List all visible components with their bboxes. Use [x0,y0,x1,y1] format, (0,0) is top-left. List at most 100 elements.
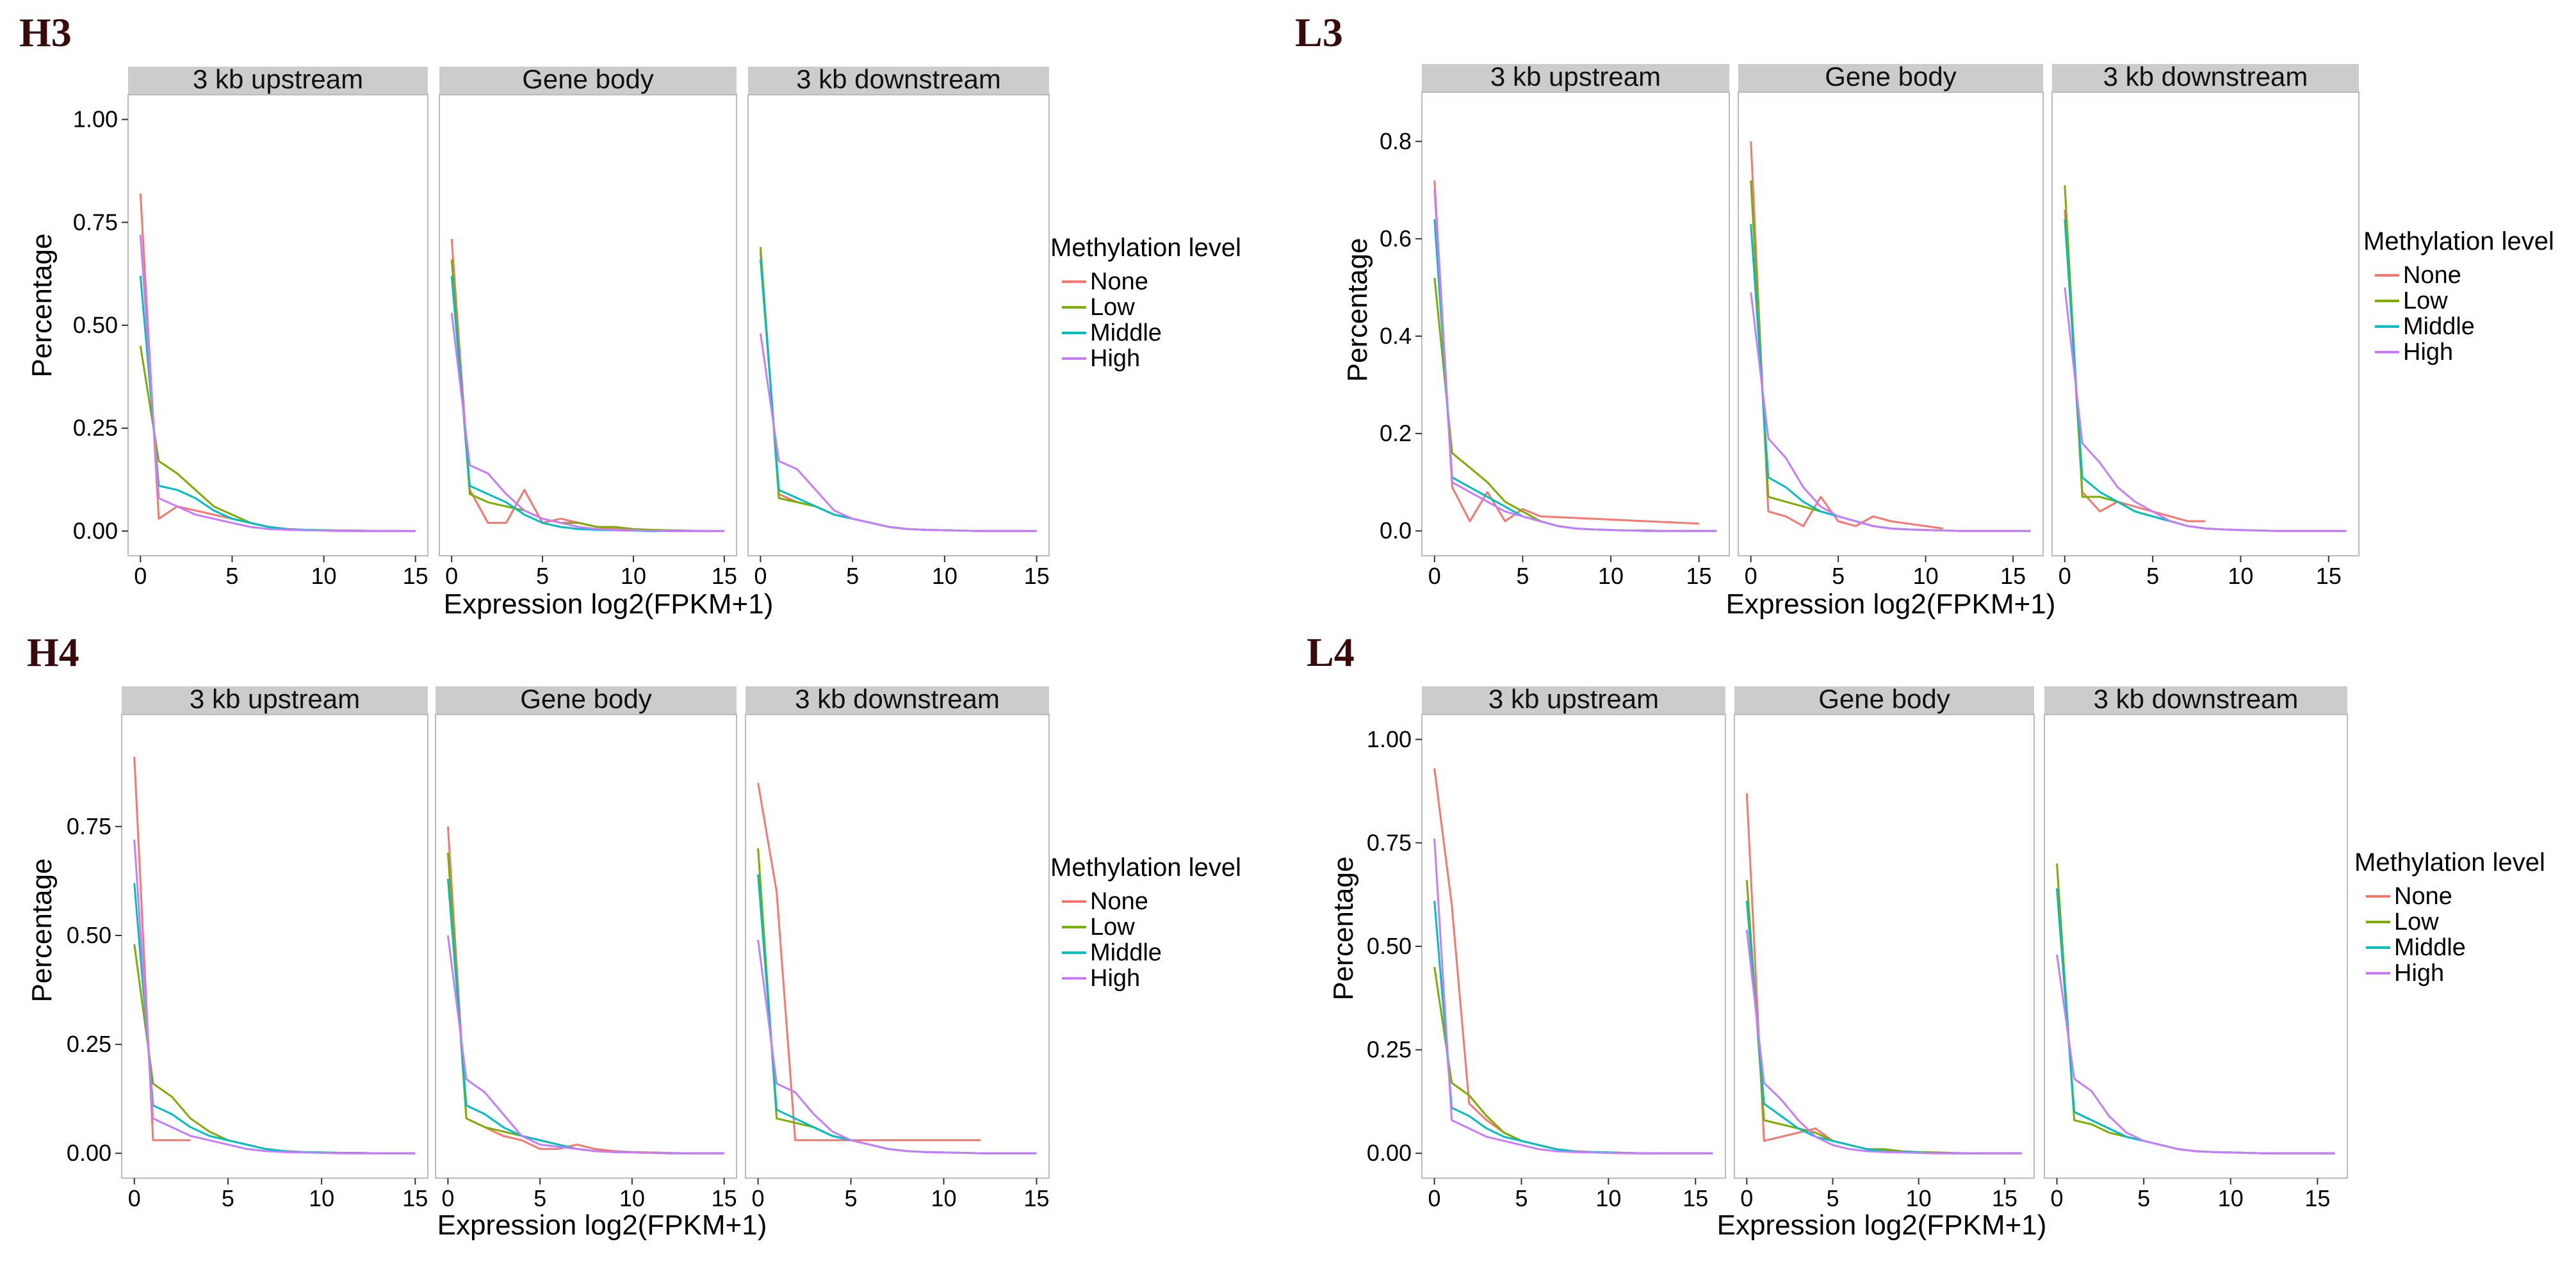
x-tick-label-l4-3-kb-downstream-15: 15 [2304,1185,2330,1211]
x-tick-label-h4-3-kb-upstream-15: 15 [402,1185,428,1211]
y-tick-label-l3-0.2: 0.2 [1380,420,1412,446]
facet-strip-label-h4-3-kb-upstream: 3 kb upstream [190,684,360,714]
series-line-l4-3-kb-upstream-high [1433,838,1713,1154]
x-tick-label-l3-3-kb-upstream-0: 0 [1428,563,1441,589]
x-tick-label-l3-3-kb-downstream-15: 15 [2316,563,2342,589]
series-line-l3-gene-body-high [1750,292,2031,532]
series-line-l3-3-kb-upstream-high [1433,190,1717,532]
y-axis-label-h4: Percentage [26,858,58,1002]
facet-strip-label-l4-gene-body: Gene body [1818,684,1950,714]
series-line-h4-gene-body-high [446,935,724,1154]
series-line-l3-3-kb-downstream-none [2064,209,2206,522]
x-tick-label-h4-gene-body-5: 5 [534,1185,546,1211]
legend-label-h3-middle: Middle [1090,320,1162,346]
facet-strip-label-h3-gene-body: Gene body [522,64,654,94]
facet-strip-h3-3-kb-downstream [748,67,1049,95]
x-tick-label-h3-3-kb-downstream-15: 15 [1024,563,1050,589]
x-tick-label-l4-3-kb-upstream-5: 5 [1515,1185,1528,1211]
y-tick-label-h3-0.50: 0.50 [73,312,118,338]
x-tick-label-h3-3-kb-upstream-0: 0 [134,563,147,589]
x-tick-label-h3-gene-body-5: 5 [536,563,549,589]
x-tick-label-l4-3-kb-upstream-10: 10 [1595,1185,1621,1211]
y-axis-label-l4: Percentage [1328,856,1359,1000]
x-tick-label-l3-gene-body-5: 5 [1832,563,1845,589]
panel-label-h3: H3 [19,10,72,55]
x-tick-label-h4-3-kb-downstream-15: 15 [1023,1185,1049,1211]
x-tick-label-h3-3-kb-upstream-5: 5 [225,563,238,589]
panel-frame-h4-3-kb-downstream [745,714,1050,1179]
series-line-h3-3-kb-upstream-high [139,234,416,532]
x-tick-label-h3-3-kb-upstream-10: 10 [311,563,337,589]
facet-strip-h3-gene-body [439,67,737,95]
legend-label-l3-low: Low [2403,287,2448,314]
x-tick-label-l4-gene-body-10: 10 [1906,1185,1932,1211]
facet-strip-label-l3-gene-body: Gene body [1825,61,1957,92]
facet-strip-h4-gene-body [436,686,737,715]
legend-label-h3-none: None [1090,268,1148,295]
x-tick-label-h4-3-kb-upstream-10: 10 [309,1185,334,1211]
series-line-h3-3-kb-downstream-high [759,333,1037,532]
panel-frame-h3-gene-body [439,94,737,556]
legend-label-l3-none: None [2403,262,2461,289]
facet-strip-label-l4-3-kb-downstream: 3 kb downstream [2094,684,2299,714]
panel-frame-h4-3-kb-upstream [121,714,428,1179]
legend-title-h4: Methylation level [1050,853,1241,882]
x-tick-label-h3-3-kb-downstream-5: 5 [846,563,859,589]
panel-frame-l3-gene-body [1738,92,2044,556]
facet-strip-label-l3-3-kb-upstream: 3 kb upstream [1490,61,1661,92]
series-line-h4-3-kb-downstream-none [757,782,981,1142]
legend-title-h3: Methylation level [1050,234,1241,262]
legend-label-l4-high: High [2394,960,2444,987]
x-tick-label-l4-gene-body-5: 5 [1826,1185,1839,1211]
facet-strip-h3-3-kb-upstream [128,67,428,95]
x-tick-label-l4-gene-body-0: 0 [1740,1185,1753,1211]
y-axis-label-h3: Percentage [26,233,58,377]
legend-label-l3-high: High [2403,339,2453,366]
legend-label-h3-high: High [1090,345,1140,372]
x-tick-label-l3-gene-body-0: 0 [1745,563,1757,589]
x-tick-label-h4-gene-body-10: 10 [619,1185,645,1211]
x-tick-label-l4-3-kb-downstream-5: 5 [2137,1185,2150,1211]
y-tick-label-h4-0.00: 0.00 [67,1140,111,1166]
panel-label-l4: L4 [1307,629,1355,675]
x-tick-label-l3-3-kb-downstream-10: 10 [2228,563,2253,589]
facet-strip-label-l4-3-kb-upstream: 3 kb upstream [1488,684,1659,714]
facet-strip-l4-gene-body [1734,686,2034,715]
x-axis-label-l4: Expression log2(FPKM+1) [1717,1209,2047,1241]
x-tick-label-h4-3-kb-upstream-0: 0 [128,1185,141,1211]
legend-title-l4: Methylation level [2354,848,2545,877]
x-tick-label-l4-3-kb-upstream-0: 0 [1428,1185,1441,1211]
facet-strip-label-h4-gene-body: Gene body [520,684,652,714]
series-line-l4-gene-body-high [1745,929,2022,1154]
facet-strip-l4-3-kb-upstream [1422,686,1725,715]
legend-label-l4-middle: Middle [2394,934,2466,961]
panel-label-l3: L3 [1295,10,1343,55]
y-tick-label-h4-0.50: 0.50 [67,922,111,948]
legend-label-h4-low: Low [1090,914,1135,941]
y-tick-label-l3-0.4: 0.4 [1380,323,1412,349]
series-line-h4-3-kb-upstream-high [133,839,416,1154]
x-tick-label-h4-3-kb-upstream-5: 5 [222,1185,234,1211]
legend-title-l3: Methylation level [2363,227,2554,255]
x-tick-label-h3-3-kb-downstream-10: 10 [932,563,958,589]
x-tick-label-l3-3-kb-upstream-5: 5 [1516,563,1529,589]
x-tick-label-l3-gene-body-10: 10 [1913,563,1939,589]
y-tick-label-l3-0.0: 0.0 [1380,517,1412,544]
facet-strip-label-h3-3-kb-downstream: 3 kb downstream [796,64,1001,94]
panel-frame-h4-gene-body [435,714,737,1179]
facet-strip-label-h3-3-kb-upstream: 3 kb upstream [193,64,363,94]
x-axis-label-l3: Expression log2(FPKM+1) [1726,588,2056,620]
legend-label-h3-low: Low [1090,294,1135,321]
x-tick-label-l4-3-kb-upstream-15: 15 [1683,1185,1708,1211]
x-tick-label-l3-3-kb-downstream-0: 0 [2058,563,2071,589]
panel-frame-l4-gene-body [1734,714,2035,1179]
facet-strip-h4-3-kb-downstream [746,686,1049,715]
series-line-h4-3-kb-downstream-high [757,939,1037,1154]
panel-frame-l4-3-kb-downstream [2044,714,2348,1179]
x-tick-label-h3-gene-body-10: 10 [621,563,646,589]
x-tick-label-h4-3-kb-downstream-10: 10 [931,1185,956,1211]
x-tick-label-h3-3-kb-upstream-15: 15 [403,563,428,589]
facet-strip-l3-gene-body [1738,64,2043,92]
x-tick-label-l4-3-kb-downstream-10: 10 [2218,1185,2244,1211]
